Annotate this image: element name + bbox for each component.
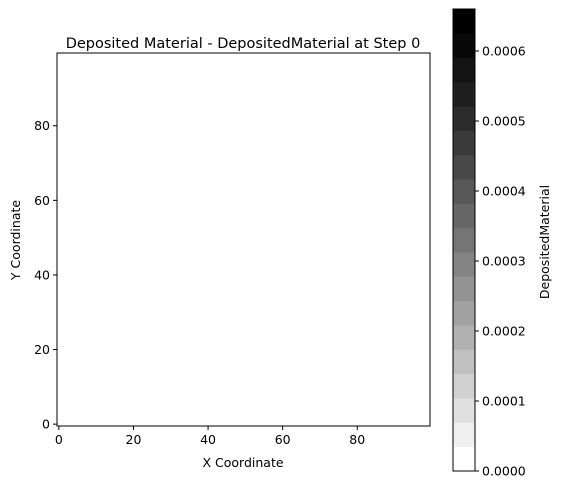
colorbar-label: DepositedMaterial bbox=[537, 185, 552, 299]
colorbar-ticks: 0.0000 0.0001 0.0002 0.0003 0.0004 0.0005 0.00… bbox=[475, 44, 526, 479]
plot-area bbox=[56, 52, 431, 427]
colorbar-level bbox=[453, 349, 475, 375]
chart-title: Deposited Material - DepositedMaterial a… bbox=[66, 36, 421, 52]
y-tick-label: 20 bbox=[34, 342, 50, 357]
y-axis-label: Y Coordinate bbox=[8, 200, 23, 281]
colorbar-level bbox=[453, 154, 475, 180]
colorbar-level bbox=[453, 33, 475, 59]
colorbar-tick-label: 0.0000 bbox=[482, 464, 526, 479]
colorbar-level bbox=[453, 422, 475, 448]
colorbar-level bbox=[453, 252, 475, 277]
colorbar-level bbox=[453, 9, 475, 34]
colorbar-tick-label: 0.0005 bbox=[482, 114, 526, 129]
colorbar-tick-label: 0.0003 bbox=[482, 254, 526, 269]
y-tick-label: 80 bbox=[34, 118, 50, 133]
x-tick-label: 0 bbox=[55, 432, 63, 447]
y-axis-ticks: 0 20 40 60 80 bbox=[34, 118, 57, 432]
colorbar-level bbox=[453, 130, 475, 156]
colorbar-tick-label: 0.0002 bbox=[482, 324, 526, 339]
colorbar-level bbox=[453, 57, 475, 83]
colorbar-level bbox=[453, 446, 475, 472]
colorbar-tick-label: 0.0004 bbox=[482, 184, 526, 199]
colorbar bbox=[452, 8, 476, 472]
x-tick-label: 40 bbox=[200, 432, 216, 447]
colorbar-tick-label: 0.0006 bbox=[482, 44, 526, 59]
y-tick-label: 60 bbox=[34, 193, 50, 208]
colorbar-level bbox=[453, 373, 475, 399]
y-tick-label: 40 bbox=[34, 267, 50, 282]
colorbar-level bbox=[453, 106, 475, 131]
colorbar-level bbox=[453, 325, 475, 350]
y-tick-label: 0 bbox=[42, 417, 50, 432]
colorbar-level bbox=[453, 203, 475, 229]
x-tick-label: 60 bbox=[275, 432, 291, 447]
colorbar-level bbox=[453, 398, 475, 423]
x-tick-label: 80 bbox=[349, 432, 365, 447]
x-axis-label: X Coordinate bbox=[202, 455, 283, 470]
colorbar-level bbox=[453, 179, 475, 204]
colorbar-level bbox=[453, 81, 475, 107]
colorbar-level bbox=[453, 227, 475, 253]
colorbar-level bbox=[453, 276, 475, 302]
colorbar-frame bbox=[452, 8, 476, 472]
colorbar-tick-label: 0.0001 bbox=[482, 394, 526, 409]
x-tick-label: 20 bbox=[126, 432, 142, 447]
colorbar-level bbox=[453, 300, 475, 326]
x-axis-ticks: 0 20 40 60 80 bbox=[55, 426, 365, 447]
